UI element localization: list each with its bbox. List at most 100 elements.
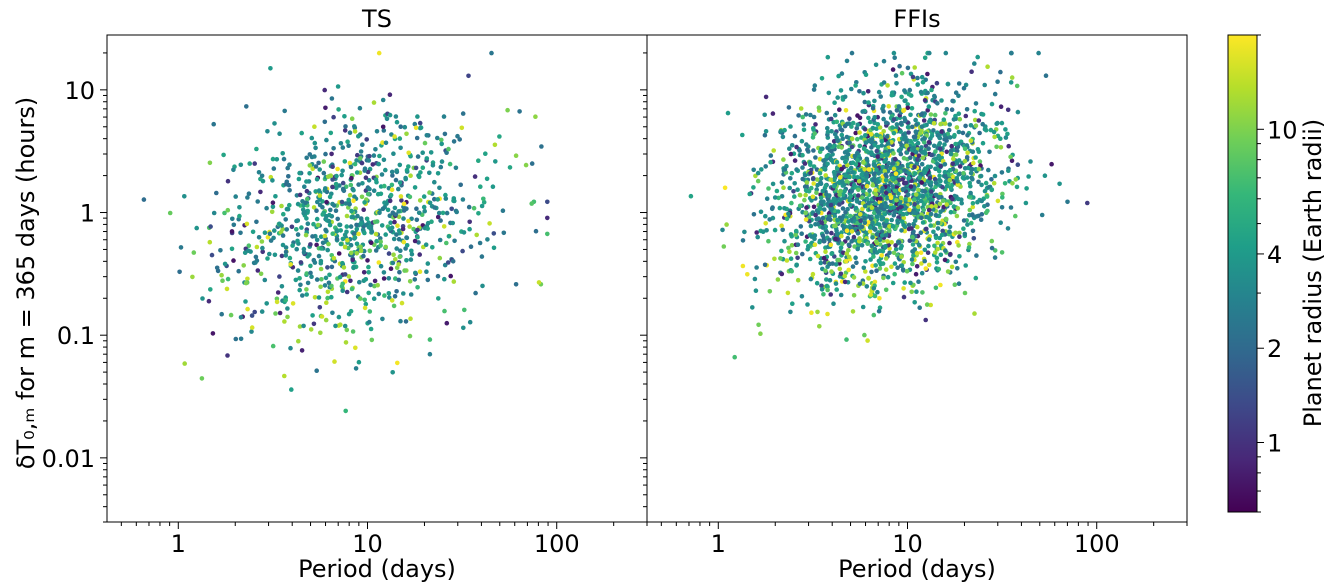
data-point — [818, 199, 824, 205]
data-point — [403, 175, 408, 181]
data-point — [449, 206, 455, 212]
data-point — [194, 225, 199, 231]
data-point — [282, 108, 288, 114]
data-point — [860, 195, 865, 200]
data-point — [834, 119, 840, 125]
data-point — [932, 250, 938, 255]
data-point — [1057, 181, 1062, 187]
data-point — [943, 248, 948, 253]
data-point — [926, 140, 932, 145]
data-point — [325, 265, 330, 270]
data-point — [324, 189, 330, 195]
data-point — [879, 202, 884, 208]
data-point — [871, 162, 877, 167]
data-point — [944, 149, 949, 155]
data-point — [886, 187, 892, 192]
data-point — [366, 290, 372, 296]
data-point — [957, 230, 962, 236]
data-point — [443, 196, 449, 201]
data-point — [883, 172, 888, 177]
data-point — [833, 281, 839, 286]
data-point — [243, 299, 248, 304]
data-point — [1008, 80, 1014, 85]
data-point — [407, 194, 413, 200]
data-point — [336, 314, 342, 320]
data-point — [753, 173, 758, 179]
data-point — [941, 117, 947, 122]
data-point — [375, 282, 381, 288]
data-point — [402, 124, 408, 130]
data-point — [941, 204, 946, 210]
data-point — [872, 293, 878, 299]
data-point — [928, 223, 933, 228]
data-point — [979, 198, 984, 204]
data-point — [928, 136, 933, 141]
data-point — [965, 133, 970, 138]
data-point — [404, 258, 409, 263]
data-point — [908, 112, 913, 118]
data-point — [425, 277, 431, 283]
data-point — [883, 267, 889, 272]
data-point — [950, 98, 955, 104]
data-point — [252, 309, 257, 315]
data-point — [1002, 181, 1008, 186]
data-point — [852, 153, 858, 159]
colorbar-label: Planet radius (Earth radii) — [1299, 119, 1327, 428]
data-point — [855, 174, 860, 180]
data-point — [884, 134, 890, 139]
data-point — [304, 179, 309, 184]
data-point — [141, 197, 147, 202]
y-tick-label: 0.1 — [57, 322, 95, 350]
data-point — [460, 111, 466, 116]
data-point — [444, 240, 449, 246]
data-point — [1005, 131, 1010, 137]
data-point — [998, 136, 1003, 141]
data-point — [891, 50, 897, 56]
data-point — [343, 124, 348, 129]
data-point — [342, 159, 348, 164]
data-point — [545, 231, 550, 237]
data-point — [297, 324, 303, 329]
data-point — [310, 313, 315, 318]
data-point — [246, 248, 251, 253]
data-point — [949, 264, 955, 270]
data-point — [329, 151, 334, 157]
data-point — [832, 214, 838, 219]
data-point — [970, 212, 975, 217]
data-point — [324, 199, 329, 205]
data-point — [442, 262, 448, 268]
data-point — [900, 219, 905, 224]
data-point — [809, 185, 814, 191]
data-point — [751, 167, 756, 173]
data-point — [893, 247, 899, 252]
data-point — [883, 256, 889, 261]
data-point — [789, 200, 794, 206]
data-point — [905, 162, 911, 168]
data-point — [923, 266, 929, 271]
data-point — [281, 211, 286, 217]
data-point — [487, 221, 492, 226]
data-point — [863, 133, 868, 138]
data-point — [272, 121, 277, 126]
data-point — [974, 253, 979, 258]
data-point — [925, 250, 931, 255]
data-point — [887, 250, 892, 256]
data-point — [346, 274, 352, 279]
data-point — [883, 287, 889, 293]
data-point — [892, 55, 897, 60]
data-point — [836, 73, 841, 79]
data-point — [834, 159, 840, 165]
data-point — [334, 173, 339, 179]
data-point — [832, 112, 838, 118]
data-point — [272, 228, 277, 233]
data-point — [334, 185, 339, 191]
data-point — [857, 236, 862, 241]
data-point — [909, 289, 914, 295]
data-point — [926, 262, 932, 268]
data-point — [890, 280, 896, 286]
data-point — [969, 175, 974, 181]
data-point — [966, 245, 972, 250]
data-point — [910, 124, 915, 130]
data-point — [1023, 200, 1029, 206]
data-point — [389, 298, 395, 303]
